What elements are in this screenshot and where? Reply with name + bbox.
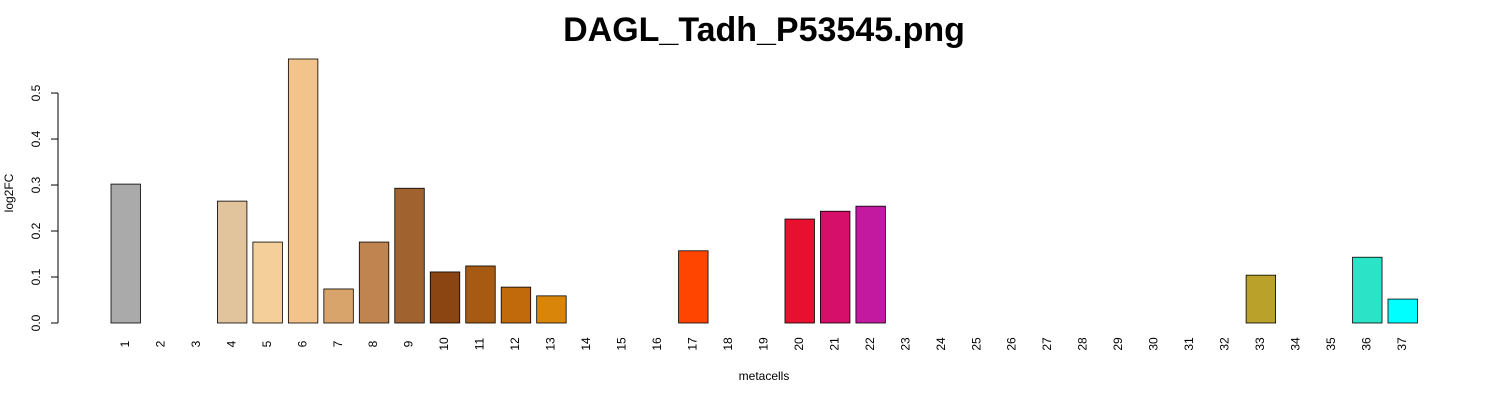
- x-tick-label: 36: [1359, 337, 1373, 351]
- x-tick-label: 1: [118, 340, 132, 347]
- x-tick-label: 34: [1289, 337, 1303, 351]
- x-tick-label: 16: [650, 337, 664, 351]
- x-tick-label: 3: [189, 340, 203, 347]
- bar: [784, 218, 815, 324]
- x-tick-label: 28: [1076, 337, 1090, 351]
- x-tick-label: 4: [224, 340, 238, 347]
- bar: [1245, 274, 1277, 324]
- bar: [217, 200, 248, 324]
- x-tick-label: 9: [402, 340, 416, 347]
- y-axis-label: log2FC: [2, 173, 16, 212]
- bar: [287, 58, 319, 324]
- x-tick-label: 6: [295, 340, 309, 347]
- y-tick-label: 0.4: [29, 130, 43, 147]
- bar: [1352, 256, 1383, 324]
- x-tick-label: 14: [579, 337, 593, 351]
- x-tick-label: 30: [1147, 337, 1161, 351]
- x-axis-label: metacells: [739, 369, 790, 383]
- y-tick-label: 0.3: [29, 176, 43, 193]
- x-tick-label: 19: [756, 337, 770, 351]
- bar: [323, 288, 354, 324]
- bar: [429, 271, 461, 324]
- bar: [820, 210, 851, 324]
- x-tick-label: 10: [437, 337, 451, 351]
- bar: [465, 265, 496, 324]
- x-tick-label: 2: [153, 340, 167, 347]
- x-tick-label: 12: [508, 337, 522, 351]
- x-tick-label: 7: [331, 340, 345, 347]
- x-tick-label: 15: [615, 337, 629, 351]
- x-tick-label: 24: [934, 337, 948, 351]
- bar: [536, 295, 567, 324]
- x-tick-label: 32: [1218, 337, 1232, 351]
- y-tick-label: 0.5: [29, 84, 43, 101]
- y-tick-label: 0.2: [29, 222, 43, 239]
- y-tick-label: 0.1: [29, 268, 43, 285]
- x-tick-label: 11: [473, 337, 487, 350]
- bar: [678, 250, 709, 324]
- x-tick-label: 21: [827, 337, 841, 351]
- x-tick-label: 22: [863, 337, 877, 351]
- bar: [358, 241, 390, 324]
- bar: [855, 205, 886, 324]
- x-tick-label: 33: [1253, 337, 1267, 351]
- x-tick-label: 5: [260, 340, 274, 347]
- bar: [500, 286, 532, 324]
- bar: [110, 183, 141, 324]
- chart-title: DAGL_Tadh_P53545.png: [563, 11, 965, 49]
- x-tick-label: 20: [792, 337, 806, 351]
- bar: [1387, 298, 1418, 324]
- x-tick-label: 18: [721, 337, 735, 351]
- bar: [394, 187, 425, 324]
- x-tick-label: 26: [1005, 337, 1019, 351]
- bar: [252, 241, 283, 324]
- x-tick-label: 29: [1111, 337, 1125, 351]
- x-tick-label: 8: [366, 340, 380, 347]
- x-tick-label: 27: [1040, 337, 1054, 351]
- x-tick-label: 37: [1395, 337, 1409, 351]
- x-tick-label: 25: [969, 337, 983, 351]
- x-tick-label: 35: [1324, 337, 1338, 351]
- y-tick-label: 0.0: [29, 314, 43, 331]
- x-tick-label: 31: [1182, 337, 1196, 351]
- x-tick-label: 13: [544, 337, 558, 351]
- x-tick-label: 23: [898, 337, 912, 351]
- x-tick-label: 17: [685, 337, 699, 351]
